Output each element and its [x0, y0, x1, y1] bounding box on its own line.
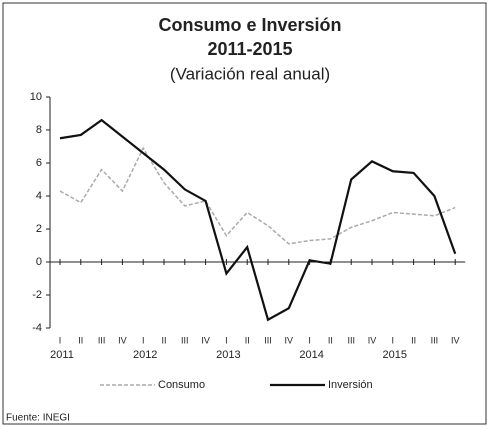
x-tick-label: I — [392, 335, 395, 345]
year-label: 2011 — [50, 349, 74, 361]
legend-label: Consumo — [158, 379, 205, 391]
year-label: 2015 — [383, 349, 407, 361]
y-tick-label: 8 — [36, 124, 42, 136]
x-tick-label: III — [347, 335, 355, 345]
x-tick-label: II — [78, 335, 83, 345]
x-tick-label: II — [411, 335, 416, 345]
x-tick-label: I — [59, 335, 62, 345]
year-label: 2013 — [216, 349, 240, 361]
x-tick-label: IV — [368, 335, 377, 345]
chart-subtitle: 2011-2015 — [207, 39, 292, 59]
y-tick-label: 10 — [30, 91, 42, 103]
year-label: 2014 — [299, 349, 323, 361]
x-tick-label: IV — [285, 335, 294, 345]
y-tick-label: 4 — [36, 190, 42, 202]
x-tick-label: IV — [201, 335, 210, 345]
y-tick-label: 6 — [36, 157, 42, 169]
x-tick-label: II — [161, 335, 166, 345]
series-line — [59, 146, 456, 245]
legend-label: Inversión — [328, 379, 373, 391]
x-tick-label: I — [225, 335, 228, 345]
source: Fuente: INEGI — [6, 413, 70, 424]
x-tick-label: I — [308, 335, 311, 345]
x-tick-label: IV — [118, 335, 127, 345]
y-tick-label: 2 — [36, 223, 42, 235]
x-tick-label: II — [328, 335, 333, 345]
chart-title: Consumo e Inversión — [158, 15, 341, 35]
x-tick-label: IV — [451, 335, 460, 345]
x-tick-label: I — [142, 335, 145, 345]
x-tick-label: III — [181, 335, 189, 345]
x-tick-label: III — [264, 335, 272, 345]
year-label: 2012 — [133, 349, 157, 361]
x-tick-label: III — [431, 335, 439, 345]
y-tick-label: 0 — [36, 256, 42, 268]
x-tick-label: III — [98, 335, 106, 345]
x-tick-label: II — [245, 335, 250, 345]
y-tick-label: -4 — [32, 322, 42, 334]
chart-subtitle: (Variación real anual) — [170, 64, 330, 83]
series-line — [59, 118, 457, 322]
y-tick-label: -2 — [32, 289, 42, 301]
